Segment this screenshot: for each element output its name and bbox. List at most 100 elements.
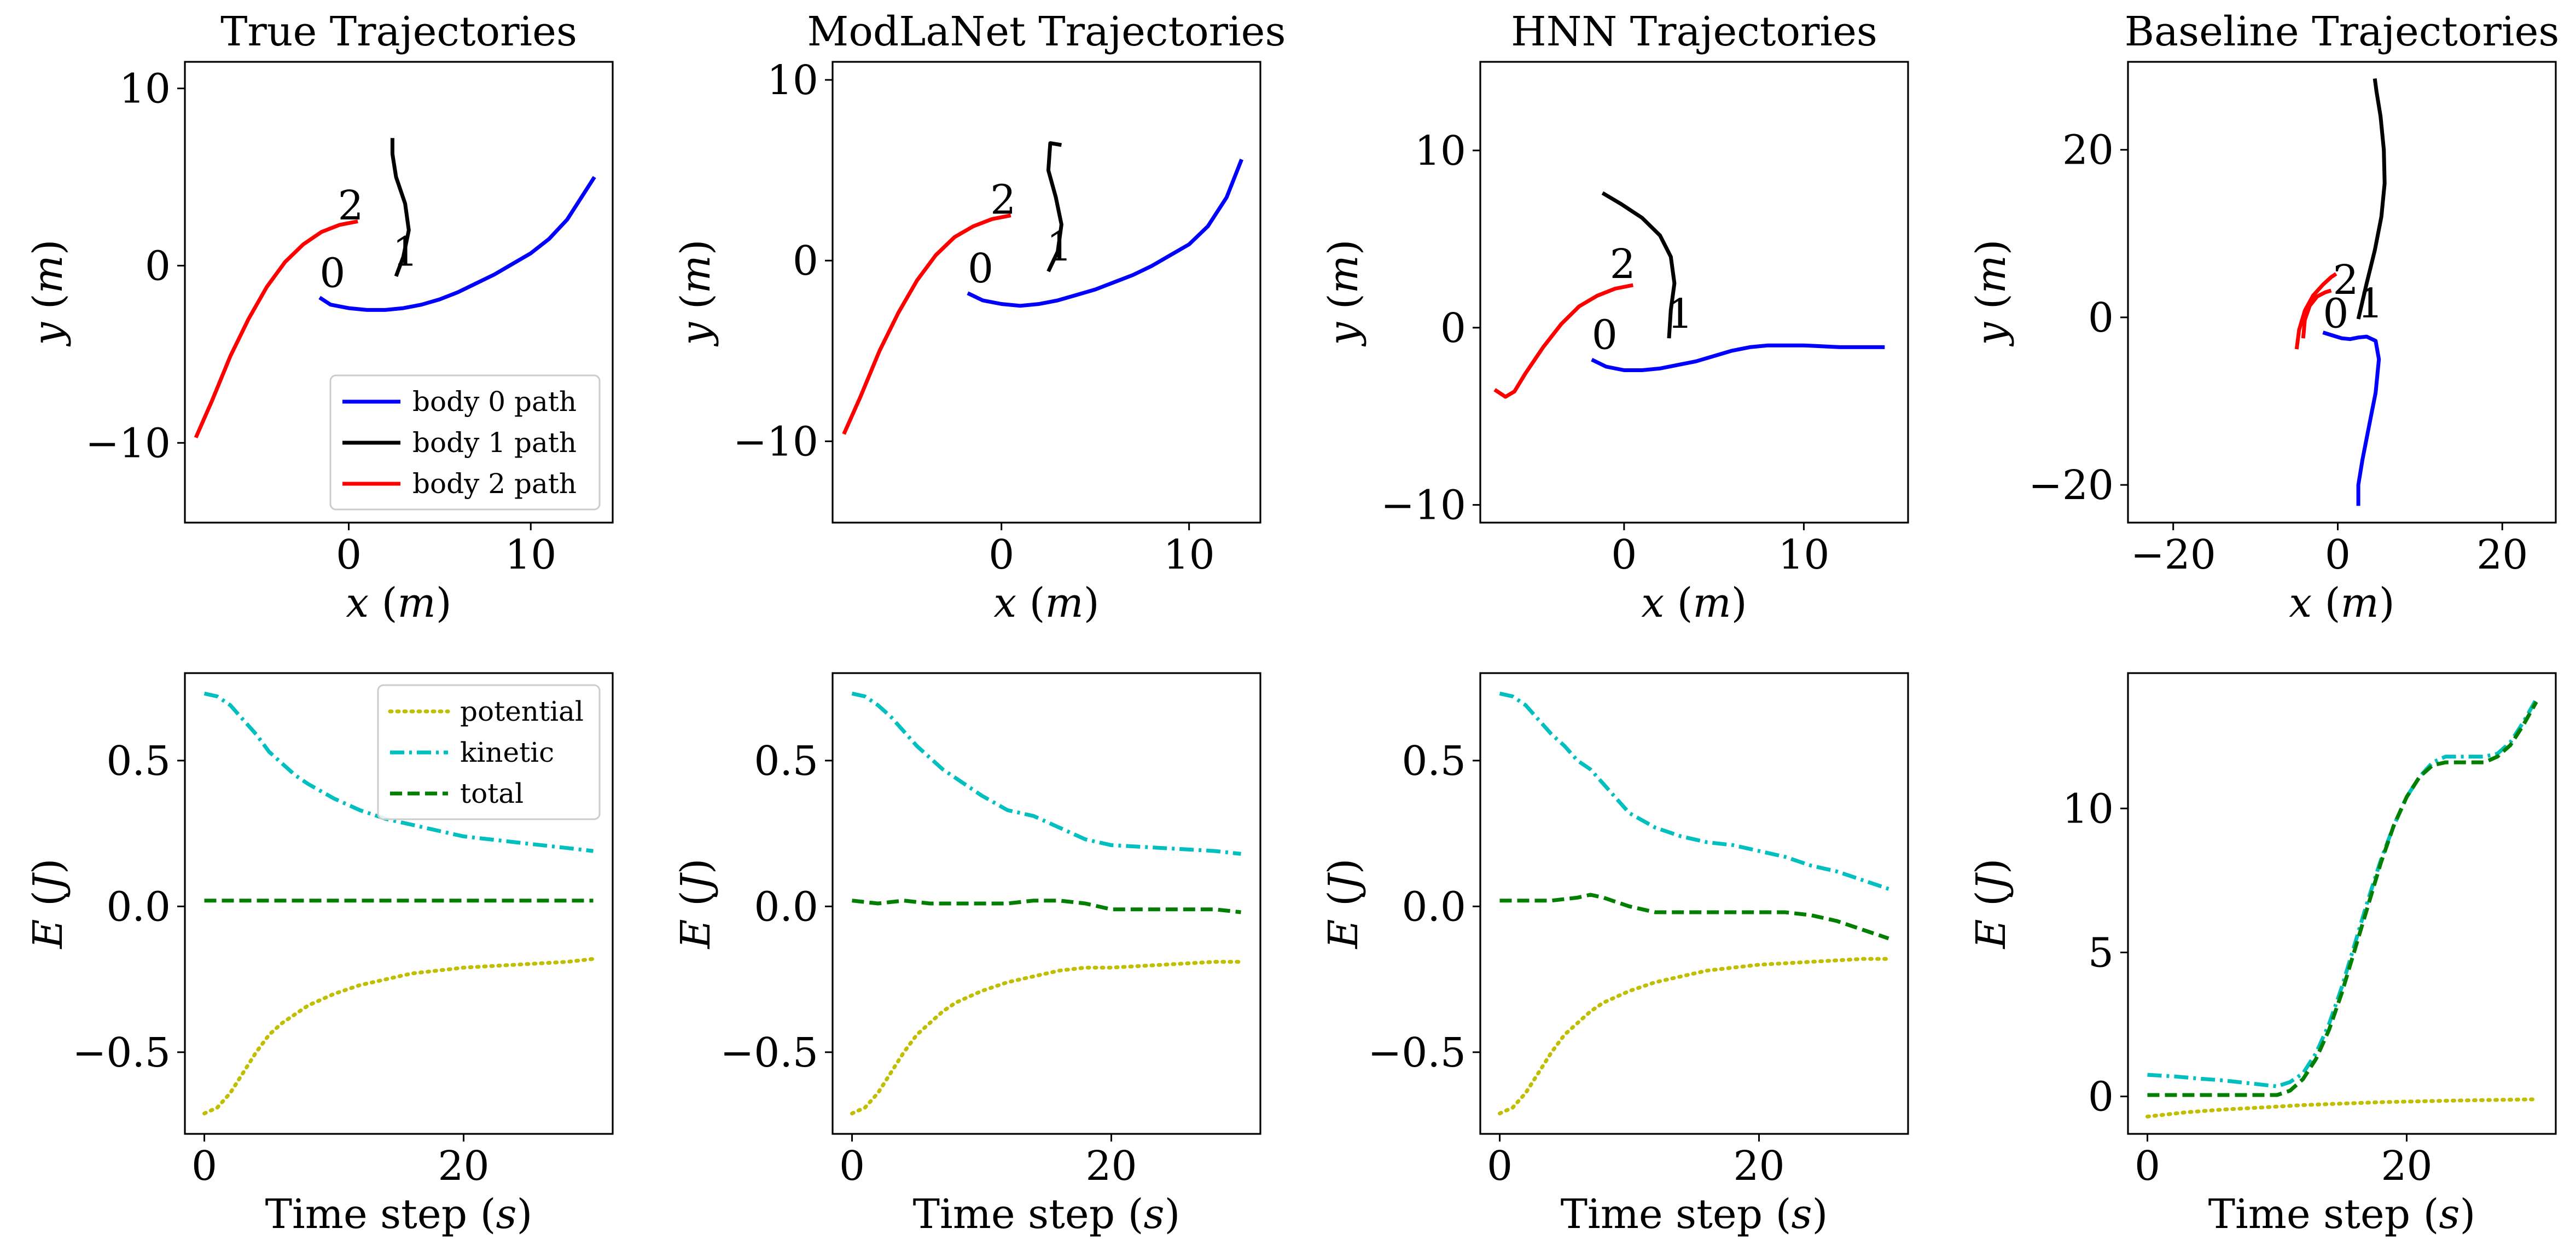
y-tick-label: 0.5 (106, 738, 171, 785)
body-index-label: 1 (2358, 280, 2383, 327)
series-line-total (1499, 893, 1889, 941)
x-tick-label: 0 (2325, 531, 2351, 578)
y-axis-label: y (m) (25, 239, 72, 346)
y-tick-label: 10 (119, 66, 171, 113)
x-tick-label: −20 (2131, 531, 2216, 578)
series-line-kinetic (851, 691, 1241, 856)
plot-area (2128, 673, 2556, 1134)
x-axis-label: x (m) (2289, 580, 2394, 627)
y-tick-label: 0.5 (1402, 738, 1466, 785)
series-line-body-0 (1591, 343, 1885, 372)
series-line-body-2-path (194, 219, 358, 439)
body-index-label: 0 (968, 245, 993, 292)
x-axis-label: Time step (s) (2208, 1191, 2476, 1238)
series-line-potential (202, 957, 595, 1116)
series-line-body-0-path (318, 176, 596, 312)
series-line-body-1 (2356, 78, 2387, 320)
y-tick-label: 0.0 (754, 883, 818, 930)
x-tick-label: 20 (1733, 1143, 1784, 1190)
legend-entry-label: body 2 path (412, 468, 577, 500)
y-tick-label: −10 (1381, 482, 1466, 529)
series-line-kinetic (2147, 698, 2538, 1088)
legend: potential kinetic total (377, 684, 601, 820)
y-tick-label: −10 (85, 420, 171, 467)
series-line-body-2-inner- (2301, 288, 2332, 339)
x-tick-label: 10 (1778, 531, 1829, 578)
subplot-title: True Trajectories (220, 8, 577, 55)
x-tick-label: 20 (438, 1143, 489, 1190)
axes-frame (2127, 61, 2557, 524)
x-tick-label: 0 (336, 531, 362, 578)
y-tick-label: 0.0 (106, 883, 171, 930)
body-index-label: 1 (1667, 291, 1693, 338)
series-line-body-0 (967, 159, 1243, 308)
subplot-8: 0 20 0 5 10 Time step (s) E (J) (1968, 672, 2557, 1238)
y-tick-label: 0 (1440, 305, 1466, 352)
y-axis-label: E (J) (25, 859, 72, 950)
y-tick-label: −10 (733, 418, 818, 465)
series-line-body-1-path (390, 138, 411, 277)
x-tick-label: 0 (191, 1143, 217, 1190)
x-tick-label: 10 (1164, 531, 1215, 578)
axes-frame (1479, 672, 1909, 1135)
series-line-total (852, 899, 1241, 914)
body-index-label: 2 (2333, 257, 2358, 304)
body-index-label: 0 (1592, 312, 1618, 359)
legend-box (329, 374, 601, 511)
axes-frame (1479, 61, 1909, 524)
y-tick-label: 0 (2088, 294, 2114, 341)
y-tick-label: 20 (2062, 127, 2114, 174)
x-tick-label: 0 (839, 1143, 865, 1190)
y-tick-label: 5 (2088, 929, 2114, 976)
y-tick-label: 0.0 (1402, 883, 1466, 930)
body-index-label: 0 (319, 250, 345, 297)
series-line-kinetic (203, 691, 594, 853)
x-tick-label: 0 (2135, 1143, 2160, 1190)
legend-entry-label: total (460, 778, 524, 809)
plot-area (833, 673, 1260, 1134)
axes-frame (184, 672, 614, 1135)
series-line-body-1 (1046, 141, 1063, 273)
y-axis-label: E (J) (1320, 859, 1367, 950)
axes-frame (831, 61, 1261, 524)
body-index-label: 1 (392, 228, 418, 275)
y-tick-label: −20 (2028, 462, 2114, 509)
subplot-title: ModLaNet Trajectories (807, 8, 1286, 55)
body-index-label: 0 (2323, 290, 2348, 337)
plot-area (1480, 62, 1908, 523)
x-tick-label: 20 (1085, 1143, 1137, 1190)
plot-area (2128, 62, 2556, 523)
series-line-total (2147, 700, 2538, 1097)
series-line-body-2 (2294, 272, 2337, 350)
series-line-body-2 (842, 213, 1011, 435)
x-tick-label: 0 (1487, 1143, 1513, 1190)
y-tick-label: −0.5 (1368, 1029, 1466, 1076)
series-line-kinetic (1499, 691, 1889, 891)
y-axis-label: E (J) (672, 859, 719, 950)
y-axis-label: y (m) (1968, 239, 2015, 346)
axes-frame (2127, 672, 2557, 1135)
legend-box (377, 684, 601, 820)
body-index-label: 1 (1046, 223, 1072, 270)
x-axis-label: x (m) (1641, 580, 1747, 627)
y-tick-label: 10 (2062, 785, 2114, 832)
legend-entry-label: potential (460, 696, 584, 727)
legend-entry-label: kinetic (460, 737, 554, 768)
x-tick-label: 0 (988, 531, 1014, 578)
y-tick-label: 0 (793, 238, 818, 285)
y-tick-label: −0.5 (72, 1029, 171, 1076)
x-tick-label: 20 (2476, 531, 2528, 578)
y-tick-label: 0.5 (754, 738, 818, 785)
x-tick-label: 20 (2381, 1143, 2432, 1190)
series-line-body-1 (1601, 191, 1677, 339)
plot-area (833, 62, 1260, 523)
series-line-potential (2145, 1097, 2538, 1119)
subplot-3: 0 12 0 10 −10 0 10 HNN Trajectories x (m) y (m) (1320, 8, 1909, 627)
series-line-body-0 (2322, 331, 2381, 506)
y-tick-label: −0.5 (720, 1029, 818, 1076)
y-tick-label: 0 (2088, 1074, 2114, 1121)
